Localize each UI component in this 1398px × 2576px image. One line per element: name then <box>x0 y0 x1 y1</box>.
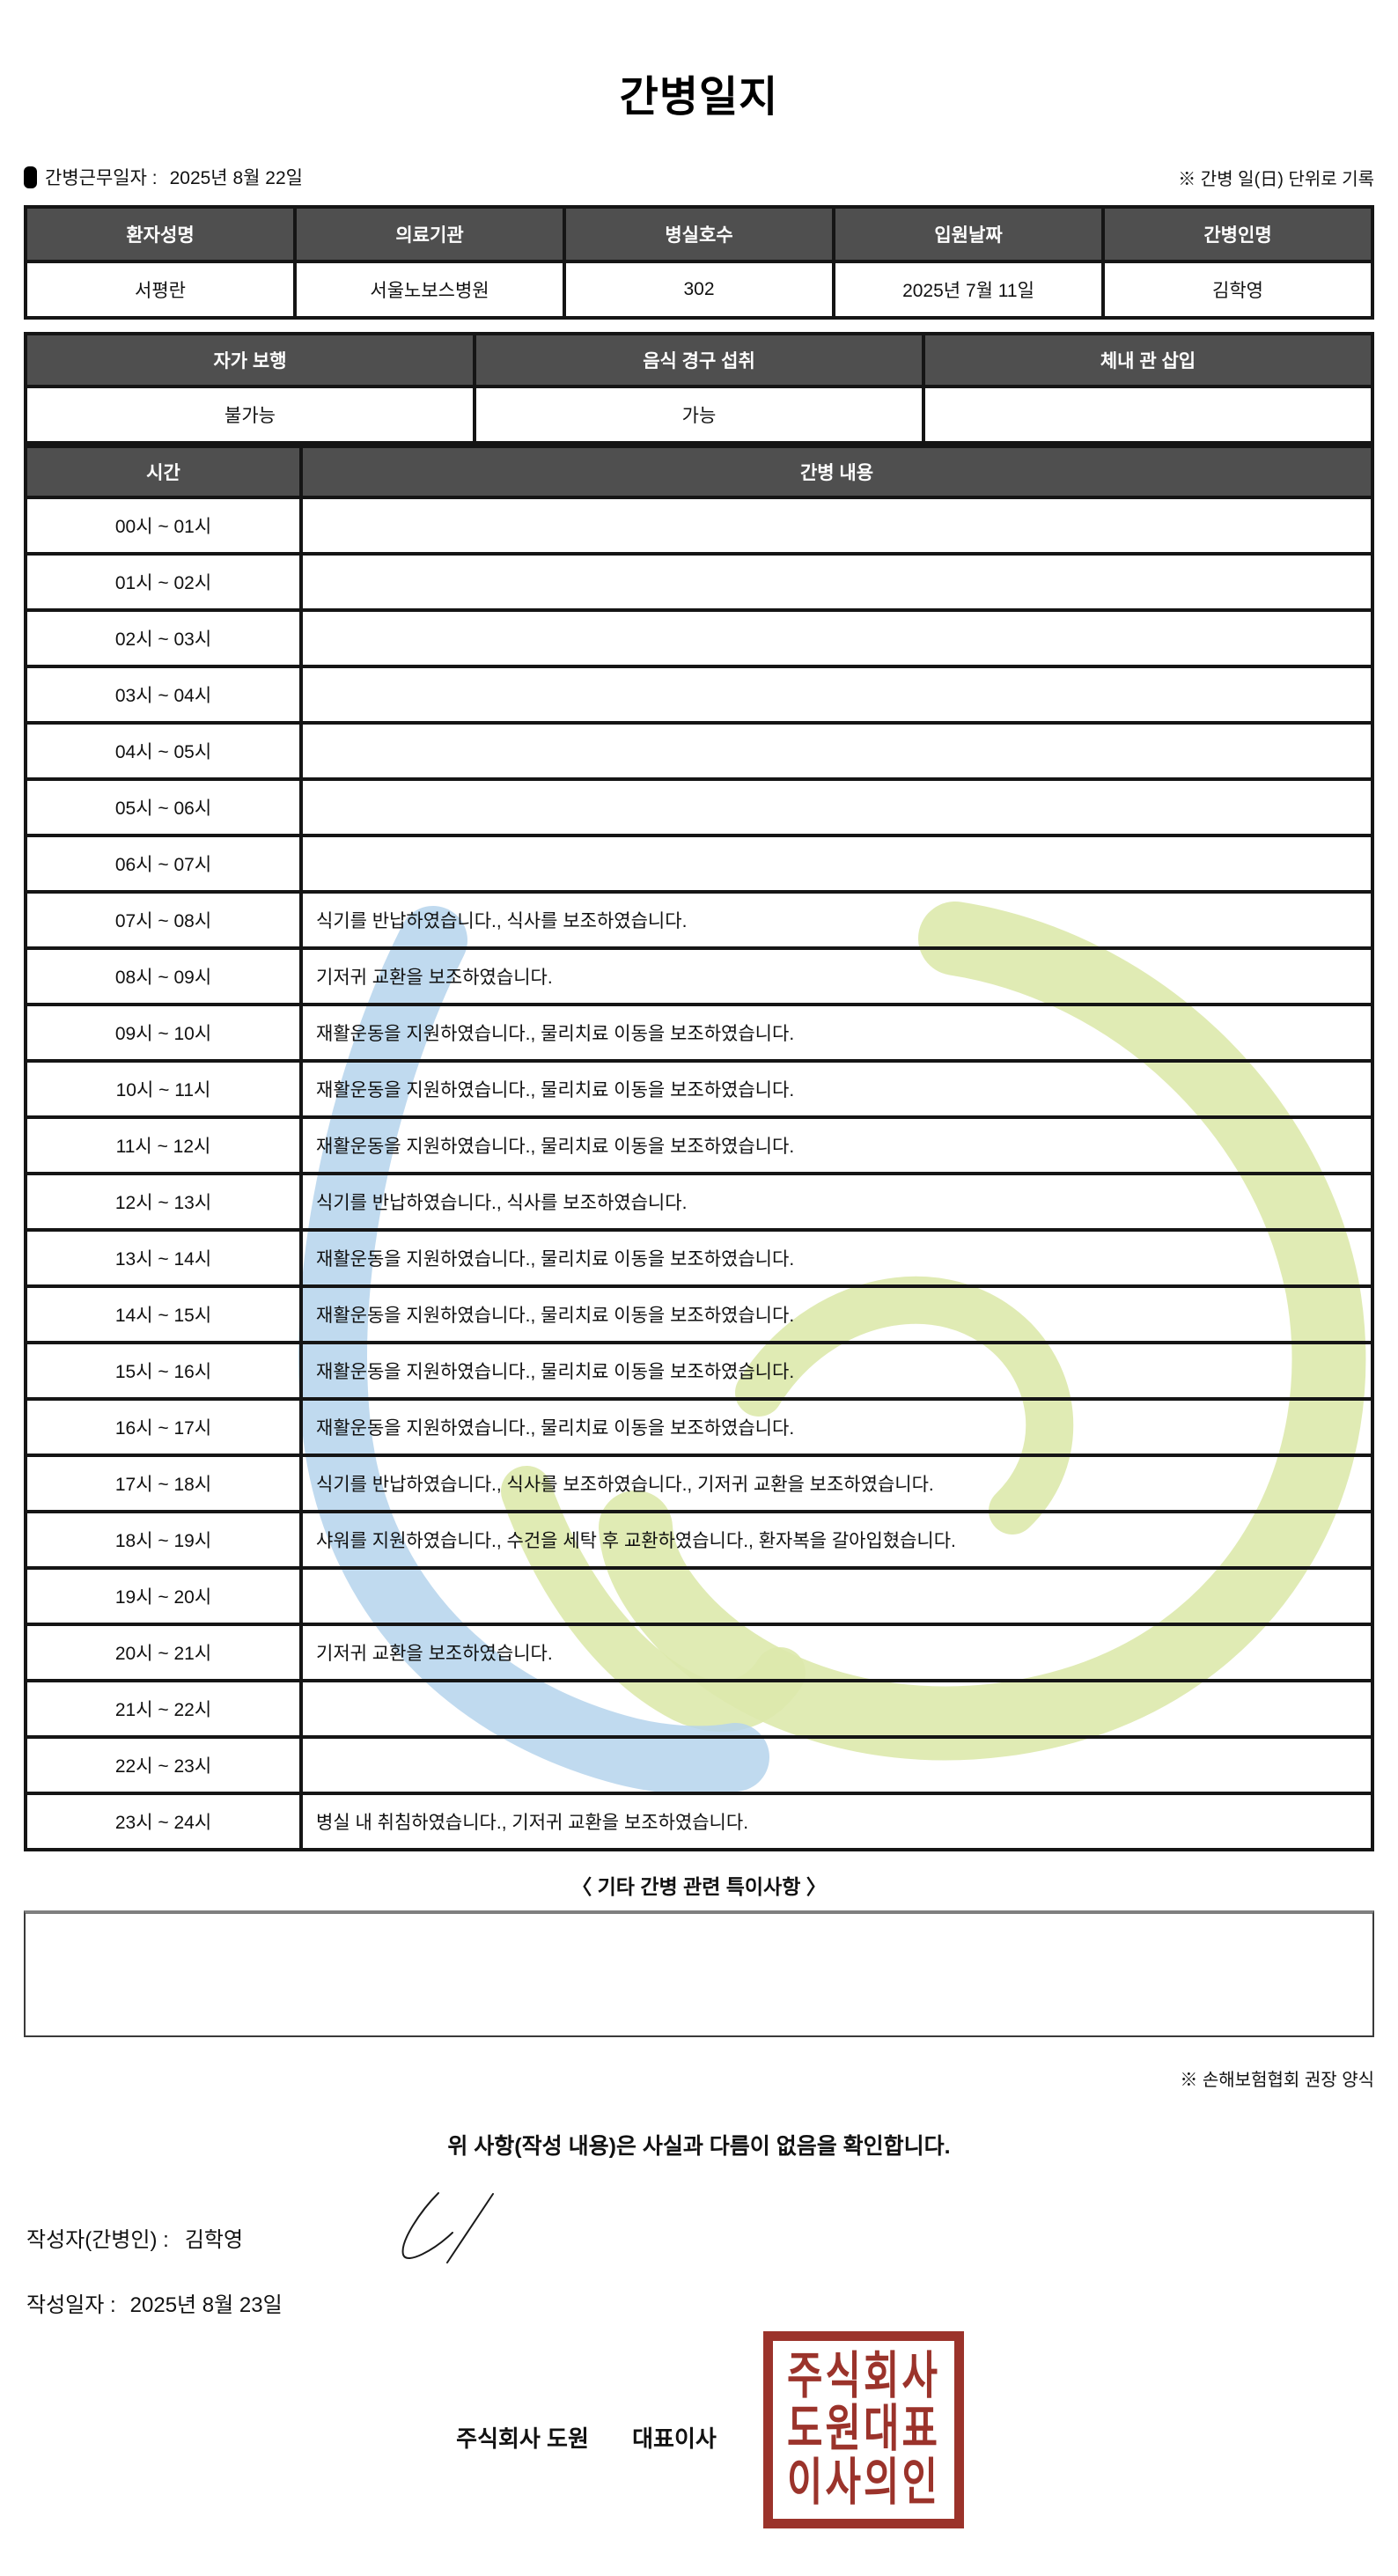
special-notes-heading: 〈 기타 간병 관련 특이사항 〉 <box>571 1875 827 1898</box>
care-content-cell <box>301 835 1372 892</box>
care-content-cell: 재활운동을 지원하였습니다., 물리치료 이동을 보조하였습니다. <box>301 1343 1372 1399</box>
time-cell: 05시 ~ 06시 <box>26 779 301 835</box>
care-content-cell <box>301 1737 1372 1793</box>
time-cell: 20시 ~ 21시 <box>26 1624 301 1681</box>
work-date-value: 2025년 8월 22일 <box>169 168 303 188</box>
handwritten-signature <box>401 2192 494 2263</box>
writer-line: 작성자(간병인) : 김학영 <box>26 2222 243 2253</box>
column-header: 병실호수 <box>564 207 834 261</box>
time-cell: 02시 ~ 03시 <box>26 610 301 666</box>
ceo-title: 대표이사 <box>632 2425 717 2452</box>
info-line: 간병근무일자 : 2025년 8월 22일 ※ 간병 일(日) 단위로 기록 <box>24 164 1374 190</box>
page-title: 간병일지 <box>619 74 779 121</box>
column-header: 음식 경구 섭취 <box>475 334 923 386</box>
stamp-text-line: 도원대표 <box>787 2401 940 2458</box>
written-date-value: 2025년 8월 23일 <box>129 2293 283 2317</box>
form-note: ※ 손해보험협회 권장 양식 <box>1180 2071 1374 2090</box>
content-column-header: 간병 내용 <box>301 446 1372 497</box>
company-line: 주식회사 도원 대표이사 <box>0 2421 1173 2454</box>
column-header: 간병인명 <box>1103 207 1372 261</box>
oral-intake-value: 가능 <box>475 386 923 443</box>
care-content-cell: 기저귀 교환을 보조하였습니다. <box>301 1624 1372 1681</box>
room-number-value: 302 <box>564 261 834 318</box>
column-header: 자가 보행 <box>26 334 475 386</box>
hospital-value: 서울노보스병원 <box>295 261 564 318</box>
time-cell: 16시 ~ 17시 <box>26 1399 301 1455</box>
care-content-cell <box>301 1681 1372 1737</box>
care-content-cell <box>301 497 1372 554</box>
care-content-cell: 식기를 반납하였습니다., 식사를 보조하였습니다., 기저귀 교환을 보조하였… <box>301 1455 1372 1512</box>
time-cell: 00시 ~ 01시 <box>26 497 301 554</box>
time-cell: 03시 ~ 04시 <box>26 666 301 723</box>
writer-label: 작성자(간병인) : <box>26 2228 169 2252</box>
care-content-cell: 식기를 반납하였습니다., 식사를 보조하였습니다. <box>301 892 1372 948</box>
writer-name: 김학영 <box>184 2228 244 2252</box>
care-content-cell <box>301 779 1372 835</box>
column-header: 입원날짜 <box>834 207 1103 261</box>
care-content-cell: 재활운동을 지원하였습니다., 물리치료 이동을 보조하였습니다. <box>301 1286 1372 1343</box>
patient-info-table: 환자성명 의료기관 병실호수 입원날짜 간병인명 서평란 서울노보스병원 302… <box>24 205 1374 320</box>
stamp-text-line: 주식회사 <box>787 2348 940 2404</box>
time-cell: 12시 ~ 13시 <box>26 1174 301 1230</box>
caregiver-name-value: 김학영 <box>1103 261 1372 318</box>
admission-date-value: 2025년 7월 11일 <box>834 261 1103 318</box>
care-content-cell: 병실 내 취침하였습니다., 기저귀 교환을 보조하였습니다. <box>301 1793 1372 1850</box>
written-date-line: 작성일자 : 2025년 8월 23일 <box>26 2287 283 2318</box>
confirmation-statement: 위 사항(작성 내용)은 사실과 다름이 없음을 확인합니다. <box>447 2134 951 2159</box>
time-cell: 01시 ~ 02시 <box>26 554 301 610</box>
stamp-text-line: 이사의인 <box>787 2455 940 2511</box>
column-header: 의료기관 <box>295 207 564 261</box>
care-content-cell: 재활운동을 지원하였습니다., 물리치료 이동을 보조하였습니다. <box>301 1005 1372 1061</box>
time-cell: 10시 ~ 11시 <box>26 1061 301 1117</box>
time-cell: 21시 ~ 22시 <box>26 1681 301 1737</box>
care-content-cell <box>301 1568 1372 1624</box>
square-bullet-icon <box>24 166 37 188</box>
work-date-label: 간병근무일자 : <box>45 168 158 188</box>
work-date-line: 간병근무일자 : 2025년 8월 22일 <box>24 164 303 190</box>
time-cell: 13시 ~ 14시 <box>26 1230 301 1286</box>
time-column-header: 시간 <box>26 446 301 497</box>
written-date-label: 작성일자 : <box>26 2293 116 2317</box>
time-cell: 18시 ~ 19시 <box>26 1512 301 1568</box>
time-cell: 15시 ~ 16시 <box>26 1343 301 1399</box>
special-notes-box <box>24 1910 1374 2037</box>
care-content-cell <box>301 554 1372 610</box>
corporate-seal-stamp: 주식회사 도원대표 이사의인 <box>763 2331 964 2528</box>
care-log-table: 시간 간병 내용 00시 ~ 01시 01시 ~ 02시 02시 ~ 03시 0… <box>24 445 1374 1851</box>
care-content-cell <box>301 723 1372 779</box>
unit-note: ※ 간병 일(日) 단위로 기록 <box>1178 169 1374 189</box>
care-content-cell <box>301 666 1372 723</box>
time-cell: 04시 ~ 05시 <box>26 723 301 779</box>
self-walking-value: 불가능 <box>26 386 475 443</box>
time-cell: 08시 ~ 09시 <box>26 948 301 1005</box>
care-content-cell: 재활운동을 지원하였습니다., 물리치료 이동을 보조하였습니다. <box>301 1117 1372 1174</box>
time-cell: 22시 ~ 23시 <box>26 1737 301 1793</box>
time-cell: 09시 ~ 10시 <box>26 1005 301 1061</box>
care-content-cell: 식기를 반납하였습니다., 식사를 보조하였습니다. <box>301 1174 1372 1230</box>
column-header: 환자성명 <box>26 207 295 261</box>
company-name: 주식회사 도원 <box>456 2425 589 2452</box>
time-cell: 06시 ~ 07시 <box>26 835 301 892</box>
time-cell: 23시 ~ 24시 <box>26 1793 301 1850</box>
care-content-cell: 재활운동을 지원하였습니다., 물리치료 이동을 보조하였습니다. <box>301 1061 1372 1117</box>
time-cell: 07시 ~ 08시 <box>26 892 301 948</box>
care-content-cell: 샤워를 지원하였습니다., 수건을 세탁 후 교환하였습니다., 환자복을 갈아… <box>301 1512 1372 1568</box>
patient-name-value: 서평란 <box>26 261 295 318</box>
column-header: 체내 관 삽입 <box>923 334 1372 386</box>
care-content-cell: 재활운동을 지원하였습니다., 물리치료 이동을 보조하였습니다. <box>301 1399 1372 1455</box>
time-cell: 14시 ~ 15시 <box>26 1286 301 1343</box>
care-content-cell: 기저귀 교환을 보조하였습니다. <box>301 948 1372 1005</box>
time-cell: 17시 ~ 18시 <box>26 1455 301 1512</box>
tube-insertion-value <box>923 386 1372 443</box>
time-cell: 11시 ~ 12시 <box>26 1117 301 1174</box>
time-cell: 19시 ~ 20시 <box>26 1568 301 1624</box>
patient-status-table: 자가 보행 음식 경구 섭취 체내 관 삽입 불가능 가능 <box>24 332 1374 445</box>
care-content-cell: 재활운동을 지원하였습니다., 물리치료 이동을 보조하였습니다. <box>301 1230 1372 1286</box>
care-content-cell <box>301 610 1372 666</box>
